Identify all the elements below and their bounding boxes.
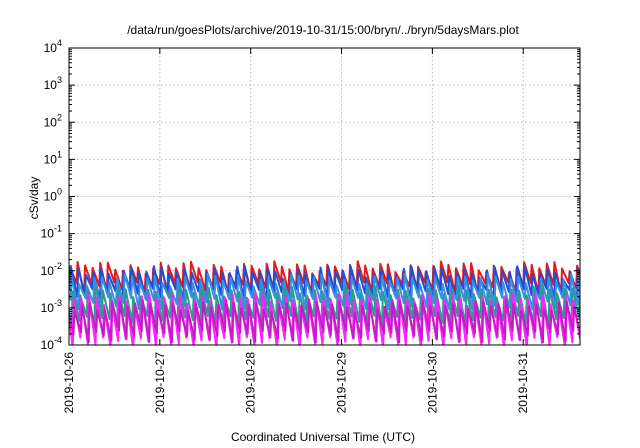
y-tick-label: 101 [44,149,62,166]
x-tick-label: 2019-10-31 [516,352,530,414]
y-tick-label: 104 [44,38,62,55]
x-tick-label: 2019-10-29 [335,352,349,414]
y-axis-label: cSv/day [27,177,41,220]
y-tick-label: 10-3 [41,298,62,315]
y-tick-label: 10-1 [41,224,62,241]
y-tick-label: 10-4 [41,335,62,352]
plot-series [69,260,580,345]
y-tick-label: 102 [44,112,62,129]
y-tick-label: 10-2 [41,261,62,278]
chart-title: /data/run/goesPlots/archive/2019-10-31/1… [127,23,519,37]
y-tick-label: 103 [44,75,62,92]
x-axis-label: Coordinated Universal Time (UTC) [231,430,415,444]
x-tick-label: 2019-10-30 [425,352,439,414]
x-ticks: 2019-10-26 2019-10-27 2019-10-28 2019-10-29… [62,48,530,413]
series-line [69,272,580,311]
series-line [69,298,580,344]
x-tick-label: 2019-10-26 [62,352,76,414]
y-tick-label: 100 [44,187,62,204]
x-tick-label: 2019-10-27 [153,352,167,414]
x-tick-label: 2019-10-28 [244,352,258,414]
